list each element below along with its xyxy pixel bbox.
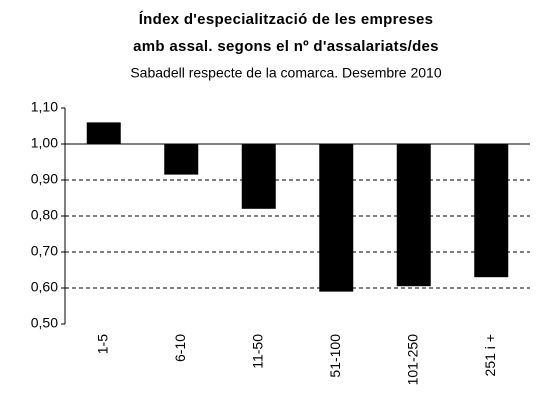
chart-title: Índex d'especialització de les empreses xyxy=(139,11,434,28)
x-tick-label: 11-50 xyxy=(249,334,265,369)
y-tick-label: 0,70 xyxy=(31,243,58,259)
x-tick-label: 6-10 xyxy=(172,334,188,362)
bar xyxy=(396,144,431,287)
bar xyxy=(164,144,199,175)
y-tick-label: 0,80 xyxy=(31,207,58,223)
chart-title: amb assal. segons el nº d'assalariats/de… xyxy=(133,38,439,55)
y-tick-label: 1,00 xyxy=(31,135,58,151)
x-tick-label: 1-5 xyxy=(94,334,110,354)
y-tick-label: 1,10 xyxy=(31,99,58,115)
bar xyxy=(241,144,276,209)
y-tick-label: 0,60 xyxy=(31,279,58,295)
bar xyxy=(319,144,354,292)
chart-subtitle: Sabadell respecte de la comarca. Desembr… xyxy=(130,65,442,81)
x-tick-label: 251 i + xyxy=(482,334,498,376)
y-tick-label: 0,90 xyxy=(31,171,58,187)
bar xyxy=(474,144,509,278)
y-tick-label: 0,50 xyxy=(31,315,58,331)
x-tick-label: 101-250 xyxy=(404,334,420,386)
x-tick-label: 51-100 xyxy=(327,334,343,378)
bar xyxy=(86,122,121,144)
